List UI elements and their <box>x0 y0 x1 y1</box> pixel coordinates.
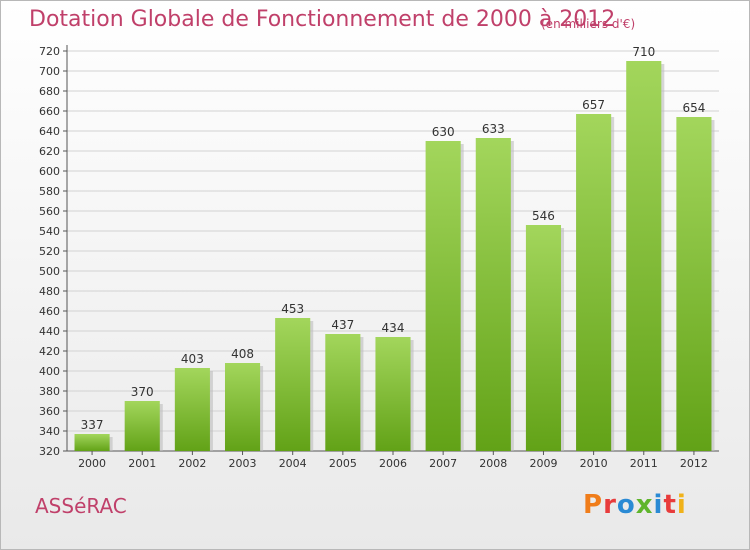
y-tick-label: 420 <box>39 345 60 358</box>
bar-value-label: 654 <box>682 101 705 115</box>
x-tick-label: 2005 <box>329 457 357 470</box>
bar-value-label: 657 <box>582 98 605 112</box>
y-tick-label: 480 <box>39 285 60 298</box>
chart-subtitle: (en milliers d'€) <box>541 17 636 31</box>
y-tick-label: 540 <box>39 225 60 238</box>
y-tick-label: 700 <box>39 65 60 78</box>
y-tick-label: 520 <box>39 245 60 258</box>
y-tick-label: 640 <box>39 125 60 138</box>
bar <box>224 363 261 451</box>
logo-letter: t <box>663 490 677 520</box>
y-tick-label: 440 <box>39 325 60 338</box>
bar <box>475 138 511 451</box>
bar <box>124 401 160 451</box>
x-tick-label: 2010 <box>580 457 608 470</box>
y-tick-label: 400 <box>39 365 60 378</box>
bar <box>576 114 612 451</box>
bar <box>325 334 361 451</box>
bar-value-label: 403 <box>181 352 204 366</box>
x-tick-label: 2003 <box>229 457 257 470</box>
bar-value-label: 710 <box>632 45 655 59</box>
bar <box>626 61 662 451</box>
chart-title: Dotation Globale de Fonctionnement de 20… <box>29 7 616 32</box>
bar-value-label: 630 <box>432 125 455 139</box>
y-tick-label: 720 <box>39 45 60 58</box>
x-tick-label: 2009 <box>529 457 557 470</box>
logo-letter: x <box>635 490 654 520</box>
proxiti-logo[interactable]: Proxiti <box>583 490 687 520</box>
logo-letter: r <box>603 490 617 520</box>
bar-value-label: 633 <box>482 122 505 136</box>
x-tick-label: 2007 <box>429 457 457 470</box>
bar-value-label: 546 <box>532 209 555 223</box>
y-tick-label: 600 <box>39 165 60 178</box>
y-tick-label: 580 <box>39 185 60 198</box>
y-tick-label: 560 <box>39 205 60 218</box>
bar-value-label: 408 <box>231 347 254 361</box>
bar-value-label: 370 <box>131 385 154 399</box>
bar <box>676 117 712 451</box>
bar-value-label: 434 <box>382 321 405 335</box>
y-tick-label: 460 <box>39 305 60 318</box>
x-tick-label: 2000 <box>78 457 106 470</box>
y-tick-label: 660 <box>39 105 60 118</box>
y-tick-label: 340 <box>39 425 60 438</box>
y-tick-label: 380 <box>39 385 60 398</box>
bars <box>74 61 715 451</box>
logo-letter: P <box>583 490 604 520</box>
y-tick-label: 320 <box>39 445 60 458</box>
bar-value-label: 437 <box>331 318 354 332</box>
commune-name: ASSéRAC <box>35 494 127 518</box>
x-tick-label: 2012 <box>680 457 708 470</box>
x-tick-label: 2004 <box>279 457 307 470</box>
y-tick-label: 360 <box>39 405 60 418</box>
y-tick-label: 680 <box>39 85 60 98</box>
bar-value-label: 337 <box>81 418 104 432</box>
bar <box>375 337 411 451</box>
x-tick-label: 2011 <box>630 457 658 470</box>
bar-value-label: 453 <box>281 302 304 316</box>
logo-letter: i <box>653 490 664 520</box>
bar <box>525 225 562 451</box>
bar <box>425 141 461 451</box>
labels: 320 340 360 380 400 420 440 460 480 500 520 540 560 5… <box>39 45 708 470</box>
x-tick-label: 2002 <box>178 457 206 470</box>
x-tick-label: 2001 <box>128 457 156 470</box>
x-tick-label: 2008 <box>479 457 507 470</box>
logo-letter: o <box>616 490 636 520</box>
x-tick-label: 2006 <box>379 457 407 470</box>
bar <box>275 318 311 451</box>
bar <box>74 434 110 451</box>
logo-letter: i <box>676 490 687 520</box>
bar <box>174 368 210 451</box>
y-tick-label: 620 <box>39 145 60 158</box>
y-tick-label: 500 <box>39 265 60 278</box>
